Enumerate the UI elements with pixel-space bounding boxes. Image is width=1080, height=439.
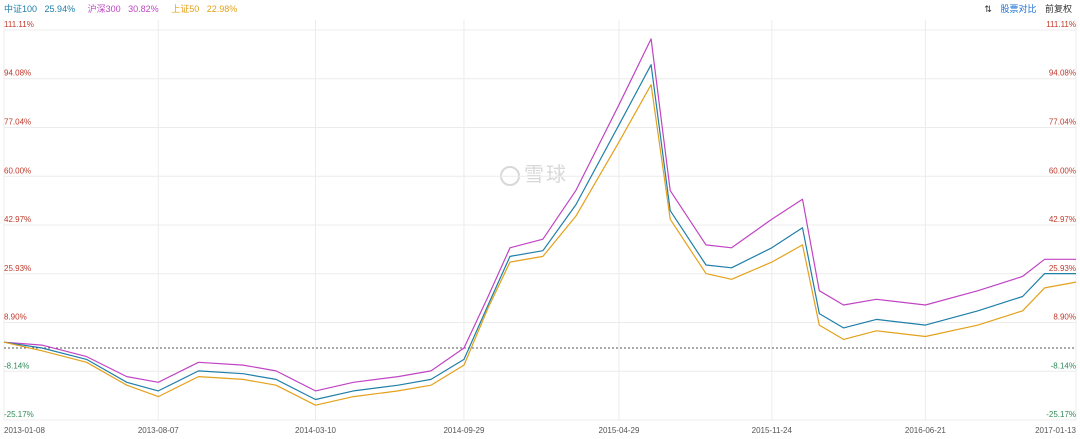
- y-tick-label-right: 42.97%: [1049, 215, 1076, 224]
- series-lines: [3, 38, 1077, 406]
- stock-compare-button[interactable]: 股票对比: [1000, 4, 1037, 14]
- y-tick-label-left: -8.14%: [4, 361, 29, 370]
- x-tick-label: 2017-01-13: [1035, 426, 1076, 435]
- y-tick-label-right: 77.04%: [1049, 118, 1076, 127]
- y-tick-label-right: 25.93%: [1049, 264, 1076, 273]
- y-tick-label-left: 77.04%: [4, 118, 31, 127]
- y-tick-label-right: 111.11%: [1046, 20, 1076, 29]
- y-tick-label-right: -8.14%: [1051, 361, 1076, 370]
- x-tick-label: 2013-01-08: [4, 426, 45, 435]
- x-tick-label: 2014-09-29: [443, 426, 484, 435]
- axis-ticks: 111.11% 111.11% 94.08% 94.08% 77.04% 77.04% 60…: [4, 20, 1077, 435]
- legend: 中证100 25.94% 沪深300 30.82% 上证50 22.98%: [4, 2, 247, 15]
- series-line-中证100: [3, 64, 1076, 401]
- xueqiu-watermark: 雪球: [500, 158, 568, 187]
- chart-controls: ⇅ 股票对比 前复权: [978, 2, 1072, 15]
- price-adjust-select[interactable]: 前复权: [1044, 4, 1072, 14]
- series-line-上证50: [3, 84, 1077, 406]
- y-tick-label-left: 111.11%: [4, 20, 34, 29]
- legend-csi300[interactable]: 沪深300 30.82%: [87, 4, 159, 14]
- x-tick-label: 2015-04-29: [599, 426, 640, 435]
- y-tick-label-right: 94.08%: [1049, 69, 1076, 78]
- legend-sse50[interactable]: 上证50 22.98%: [171, 4, 238, 14]
- legend-csi100[interactable]: 中证100 25.94%: [4, 4, 76, 14]
- y-tick-label-left: 94.08%: [4, 69, 31, 78]
- y-tick-label-right: 8.90%: [1053, 313, 1076, 322]
- grid: [3, 20, 1077, 421]
- series-line-沪深300: [3, 38, 1076, 392]
- y-tick-label-left: 8.90%: [4, 313, 27, 322]
- y-tick-label-left: 25.93%: [4, 264, 31, 273]
- y-tick-label-left: 42.97%: [4, 215, 31, 224]
- x-tick-label: 2013-08-07: [138, 426, 179, 435]
- x-tick-label: 2015-11-24: [752, 426, 793, 435]
- y-tick-label-right: -25.17%: [1046, 410, 1076, 419]
- x-tick-label: 2014-03-10: [295, 426, 336, 435]
- toggle-arrows-icon[interactable]: ⇅: [984, 4, 992, 14]
- y-tick-label-left: -25.17%: [4, 410, 34, 419]
- y-tick-label-right: 60.00%: [1049, 166, 1076, 175]
- xueqiu-logo-icon: [500, 165, 520, 186]
- y-tick-label-left: 60.00%: [4, 166, 31, 175]
- x-tick-label: 2016-06-21: [905, 426, 946, 435]
